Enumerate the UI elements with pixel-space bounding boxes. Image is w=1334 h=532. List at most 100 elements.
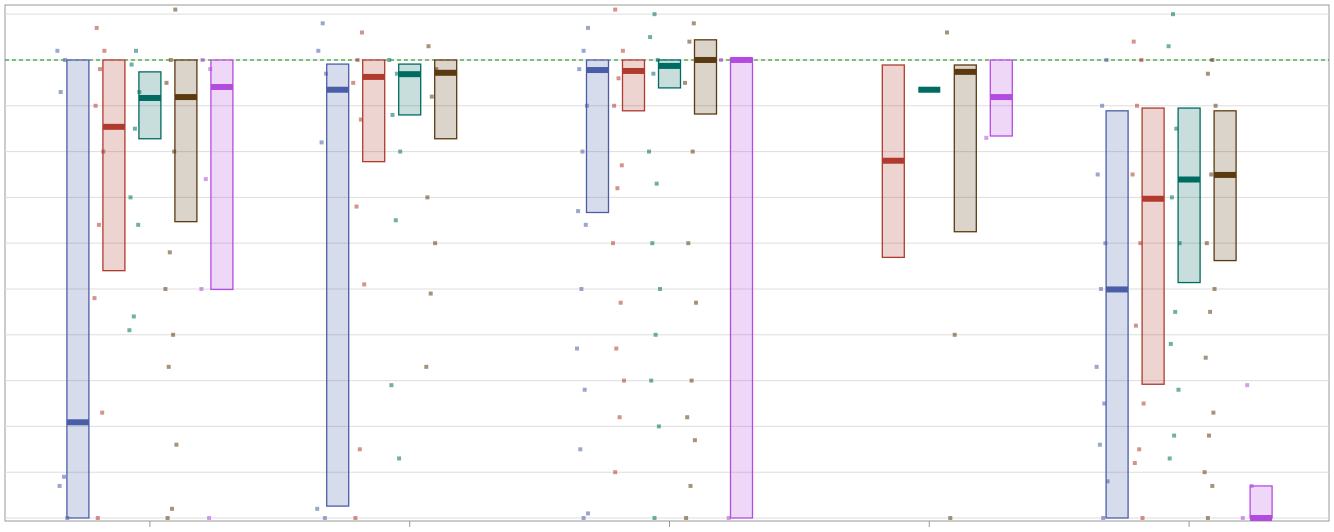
data-point [353, 516, 358, 520]
data-point [1094, 364, 1099, 369]
data-point [1131, 39, 1136, 44]
data-point [92, 296, 97, 301]
data-point [128, 195, 133, 200]
data-point [586, 511, 590, 516]
data-point [1209, 172, 1214, 177]
data-point [655, 57, 660, 62]
data-point [948, 516, 953, 520]
median-bar [990, 94, 1013, 101]
data-point [316, 48, 321, 53]
data-point [691, 21, 696, 26]
data-point [351, 80, 356, 85]
data-point [1141, 401, 1146, 406]
range-box [1105, 110, 1129, 519]
data-point [1176, 387, 1181, 392]
range-box [210, 59, 234, 291]
data-point [648, 35, 653, 40]
data-point [1211, 410, 1216, 415]
median-bar [174, 94, 197, 101]
data-point [687, 39, 692, 44]
range-box [693, 39, 718, 115]
data-point [685, 415, 690, 420]
data-point [580, 149, 585, 154]
data-point [424, 364, 429, 369]
data-point [398, 149, 403, 154]
data-point [619, 163, 624, 168]
data-point [1138, 241, 1143, 246]
data-point [1212, 286, 1217, 291]
data-point [136, 222, 141, 227]
median-bar [586, 67, 609, 74]
data-point [164, 80, 169, 85]
data-point [425, 195, 430, 200]
data-point [582, 387, 587, 392]
data-point [692, 438, 697, 443]
data-point [62, 474, 66, 479]
data-point [1132, 461, 1137, 466]
range-box [102, 59, 126, 272]
data-point [656, 424, 661, 429]
median-bar [1250, 515, 1273, 521]
data-point [203, 177, 208, 182]
data-point [324, 71, 328, 76]
data-point [1137, 447, 1142, 452]
median-bar [1142, 195, 1165, 202]
data-point [167, 250, 172, 255]
data-point [690, 149, 695, 154]
data-point [684, 516, 689, 520]
data-point [57, 483, 62, 488]
median-bar [1214, 171, 1237, 178]
data-point [575, 346, 579, 351]
data-point [689, 378, 694, 383]
data-point [1167, 456, 1172, 461]
data-point [1101, 516, 1106, 520]
data-point [397, 456, 402, 461]
data-point [165, 516, 170, 520]
range-box [729, 57, 754, 519]
range-box [326, 63, 350, 507]
data-point [652, 516, 657, 520]
data-point [583, 222, 588, 227]
median-bar [434, 69, 457, 76]
data-point [322, 516, 327, 520]
data-point [354, 204, 359, 209]
data-point [207, 516, 212, 520]
data-point [358, 117, 363, 122]
data-point [390, 112, 395, 117]
data-point [686, 241, 691, 246]
data-point [394, 71, 399, 76]
data-point [131, 314, 136, 319]
data-point [1210, 483, 1215, 488]
plot-frame [4, 4, 1330, 522]
data-point [1169, 195, 1174, 200]
median-bar [918, 86, 941, 93]
data-point [652, 12, 657, 17]
data-point [1135, 103, 1139, 108]
range-box [1141, 107, 1165, 385]
data-point [726, 516, 731, 520]
data-point [579, 286, 584, 291]
data-point [102, 48, 107, 53]
median-bar [882, 157, 905, 164]
data-point [650, 241, 655, 246]
data-point [1100, 103, 1105, 108]
data-point [1140, 516, 1145, 520]
range-box [362, 59, 386, 163]
range-box [434, 59, 458, 140]
data-point [581, 516, 586, 520]
data-point [683, 80, 687, 85]
median-bar [138, 94, 161, 101]
data-point [319, 140, 324, 145]
median-bar [1106, 286, 1129, 293]
data-point [1202, 470, 1207, 475]
data-point [612, 103, 617, 108]
data-point [58, 90, 63, 95]
data-point [362, 282, 367, 287]
data-point [1168, 341, 1173, 346]
data-point [613, 470, 618, 475]
data-point [611, 241, 615, 246]
data-point [1139, 57, 1144, 62]
data-point [578, 447, 583, 452]
median-bar [102, 123, 125, 130]
median-bar [1178, 176, 1201, 183]
